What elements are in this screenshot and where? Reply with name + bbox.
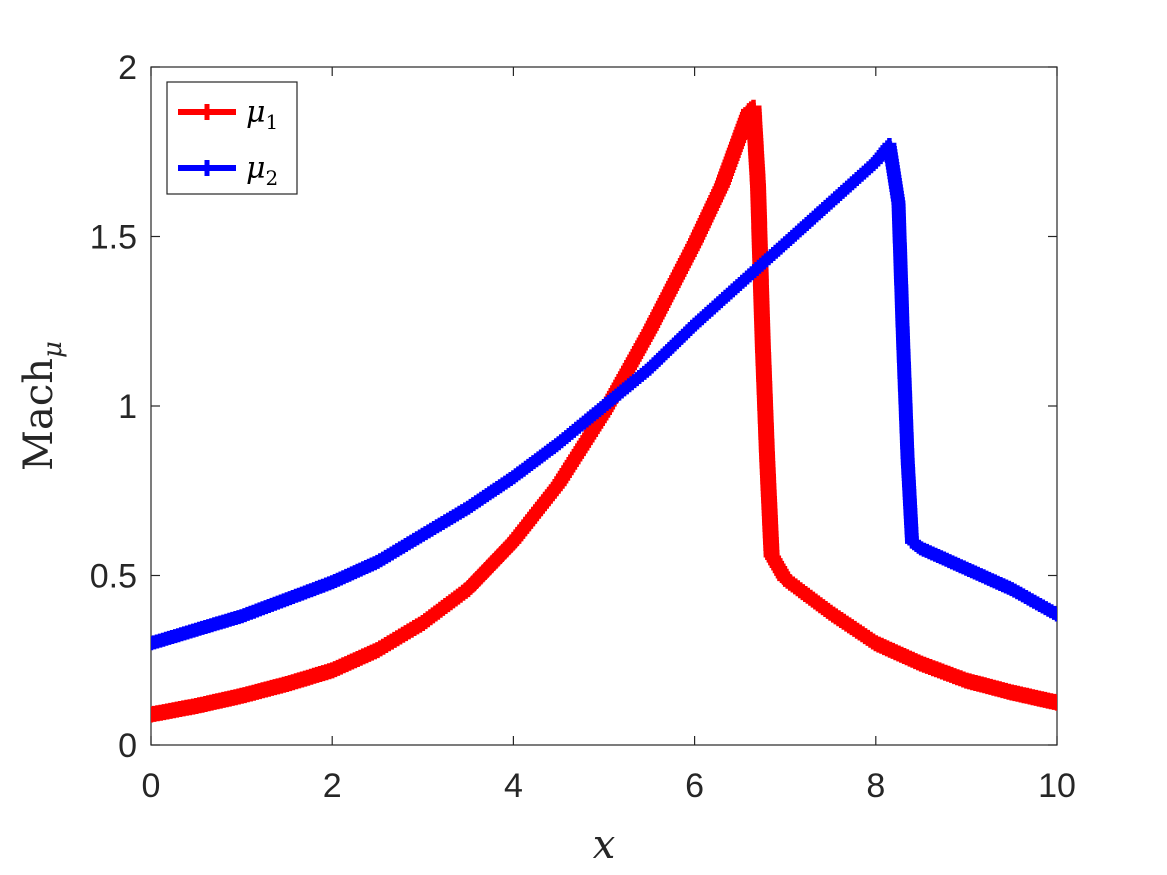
series-1 xyxy=(151,99,1057,723)
y-tick-label: 1 xyxy=(118,388,137,426)
legend-entry-2: μ2 xyxy=(178,151,278,190)
x-tick-label: 8 xyxy=(866,767,885,805)
legend-label: μ2 xyxy=(246,151,278,190)
series-2 xyxy=(151,138,1057,651)
series-markers xyxy=(151,138,1057,651)
legend-label: μ1 xyxy=(246,95,278,134)
tick-labels: 0 2 4 6 8 10 0 0.5 1 1.5 2 xyxy=(90,49,1076,805)
y-tick-label: 2 xyxy=(118,49,137,87)
legend-marker xyxy=(199,160,215,176)
x-tick-label: 0 xyxy=(142,767,161,805)
axis-ticks xyxy=(150,66,1058,746)
x-tick-label: 4 xyxy=(504,767,523,805)
legend-marker xyxy=(199,104,215,120)
y-tick-label: 1.5 xyxy=(90,219,137,257)
y-axis-label: Mach xyxy=(16,358,62,471)
x-tick-label: 2 xyxy=(323,767,342,805)
x-tick-label: 10 xyxy=(1038,767,1076,805)
legend-box xyxy=(166,81,298,195)
x-axis-label: x xyxy=(593,822,616,868)
series-markers xyxy=(151,99,1057,723)
legend-entry-1: μ1 xyxy=(178,95,278,134)
y-axis-label-group: Machμ xyxy=(16,341,68,471)
svg-text:Machμ: Machμ xyxy=(16,341,68,471)
y-tick-label: 0 xyxy=(118,727,137,765)
x-tick-label: 6 xyxy=(685,767,704,805)
y-tick-label: 0.5 xyxy=(90,558,137,596)
y-axis-label-subscript: μ xyxy=(38,341,68,358)
series-layer xyxy=(151,99,1057,723)
